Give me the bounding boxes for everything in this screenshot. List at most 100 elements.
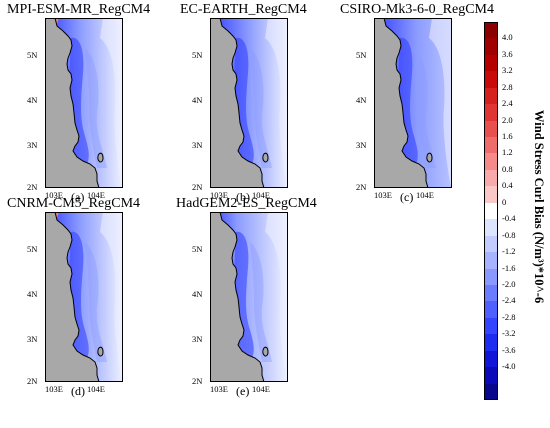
colorbar-swatch <box>484 186 498 204</box>
latitude-tick: 2N <box>192 376 203 386</box>
panel-label: (e) <box>236 384 250 398</box>
longitude-tick: 104E <box>252 384 270 394</box>
latitude-tick: 5N <box>356 50 367 60</box>
colorbar-tick: 0.4 <box>502 180 513 191</box>
panel-label: (c) <box>400 190 414 204</box>
longitude-tick: 104E <box>252 190 270 200</box>
panel-title: HadGEM2-ES_RegCM4 <box>176 196 317 211</box>
colorbar-tick: -0.8 <box>502 229 516 240</box>
colorbar-swatch <box>484 301 498 319</box>
colorbar-swatch <box>484 137 498 154</box>
island <box>262 346 269 357</box>
colorbar-title: Wind Stress Curl Bias (N/m³)*10^-6 <box>532 110 546 304</box>
latitude-tick: 2N <box>192 182 203 192</box>
longitude-tick: 103E <box>374 190 392 200</box>
panel-title: MPI-ESM-MR_RegCM4 <box>7 2 151 17</box>
island <box>97 346 104 357</box>
longitude-tick: 104E <box>87 384 105 394</box>
latitude-tick: 4N <box>192 95 203 105</box>
colorbar-swatch <box>484 334 498 352</box>
colorbar-tick: 3.2 <box>502 65 513 76</box>
latitude-tick: 4N <box>192 289 203 299</box>
bias-map <box>210 212 288 382</box>
colorbar-tick: -2.8 <box>502 311 516 322</box>
panel-label: (a) <box>71 190 85 204</box>
colorbar: 4.0 3.6 3.2 2.8 2.4 2.0 1.6 1.2 0.8 0.4 0 -0.4 -0.8 -… <box>484 22 515 401</box>
colorbar-tick: 1.6 <box>502 131 513 142</box>
colorbar-swatch <box>484 268 498 286</box>
land-mass <box>45 18 100 188</box>
colorbar-tick: -4.0 <box>502 361 516 372</box>
bias-map <box>374 18 452 188</box>
colorbar-tick: 0 <box>502 196 507 207</box>
colorbar-tick: 2.4 <box>502 98 513 109</box>
colorbar-tick: -2.4 <box>502 295 516 306</box>
land-mass <box>210 212 265 382</box>
panel-title: CSIRO-Mk3-6-0_RegCM4 <box>340 2 495 17</box>
colorbar-swatch <box>484 367 498 385</box>
longitude-tick: 103E <box>210 190 228 200</box>
colorbar-swatch <box>484 383 498 401</box>
latitude-tick: 2N <box>27 182 38 192</box>
latitude-tick: 3N <box>27 334 38 344</box>
colorbar-swatch <box>484 120 498 138</box>
longitude-tick: 103E <box>210 384 228 394</box>
longitude-tick: 103E <box>45 190 63 200</box>
colorbar-tick: -2.0 <box>502 278 516 289</box>
colorbar-swatch <box>484 350 498 368</box>
colorbar-tick: -1.2 <box>502 246 516 257</box>
latitude-tick: 5N <box>27 244 38 254</box>
colorbar-swatch <box>484 235 498 253</box>
latitude-tick: 2N <box>356 182 367 192</box>
colorbar-tick: -0.4 <box>502 213 516 224</box>
bias-map <box>45 212 123 382</box>
colorbar-swatch <box>484 202 498 220</box>
latitude-tick: 3N <box>192 140 203 150</box>
colorbar-swatch <box>484 71 498 89</box>
longitude-tick: 103E <box>45 384 63 394</box>
island <box>97 152 104 163</box>
colorbar-tick: 0.8 <box>502 163 513 174</box>
colorbar-swatch <box>484 317 498 335</box>
panel-label: (d) <box>71 384 85 398</box>
colorbar-tick: 2.0 <box>502 114 513 125</box>
colorbar-tick: -3.2 <box>502 328 516 339</box>
colorbar-tick: -3.6 <box>502 344 516 355</box>
land-mass <box>210 18 265 188</box>
colorbar-swatch <box>484 104 498 122</box>
latitude-tick: 3N <box>192 334 203 344</box>
latitude-tick: 3N <box>27 140 38 150</box>
bias-map <box>45 18 123 188</box>
colorbar-swatch <box>484 169 498 187</box>
colorbar-tick: 1.2 <box>502 147 513 158</box>
panel-title: CNRM-CM5_RegCM4 <box>7 196 141 211</box>
colorbar-tick: 4.0 <box>502 32 513 43</box>
colorbar-tick: 2.8 <box>502 81 513 92</box>
latitude-tick: 2N <box>27 376 38 386</box>
latitude-tick: 5N <box>27 50 38 60</box>
land-mass <box>374 18 429 188</box>
island <box>426 152 433 163</box>
latitude-tick: 5N <box>192 50 203 60</box>
latitude-tick: 4N <box>356 95 367 105</box>
colorbar-tick: -1.6 <box>502 262 516 273</box>
colorbar-swatch <box>484 38 498 56</box>
colorbar-swatch <box>484 153 498 171</box>
colorbar-swatch <box>484 87 498 105</box>
latitude-tick: 3N <box>356 140 367 150</box>
colorbar-swatch <box>484 219 498 237</box>
latitude-tick: 4N <box>27 95 38 105</box>
colorbar-swatch <box>484 22 498 39</box>
panel-label: (b) <box>236 190 250 204</box>
land-mass <box>45 212 100 382</box>
panel-title: EC-EARTH_RegCM4 <box>180 2 307 17</box>
latitude-tick: 5N <box>192 244 203 254</box>
island <box>262 152 269 163</box>
colorbar-swatch <box>484 54 498 72</box>
colorbar-swatch <box>484 284 498 302</box>
latitude-tick: 4N <box>27 289 38 299</box>
longitude-tick: 104E <box>416 190 434 200</box>
colorbar-swatch <box>484 252 498 269</box>
colorbar-tick: 3.6 <box>502 48 513 59</box>
longitude-tick: 104E <box>87 190 105 200</box>
